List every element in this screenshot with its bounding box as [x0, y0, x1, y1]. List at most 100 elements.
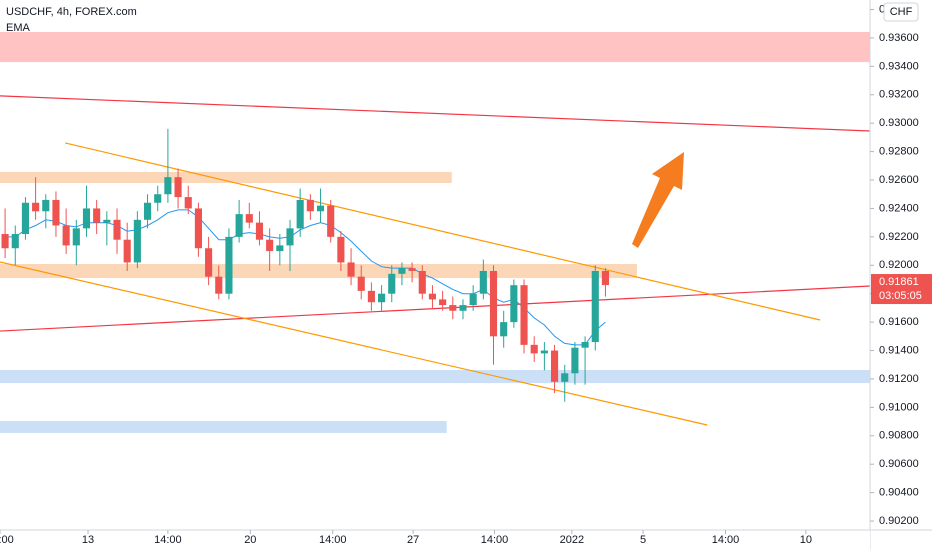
- candle-body: [143, 202, 152, 220]
- y-tick-label: 0.93600: [879, 32, 919, 44]
- y-tick-label: 0.93400: [879, 60, 919, 72]
- candle-body: [581, 342, 589, 348]
- y-tick-label: 0.92200: [879, 231, 919, 243]
- price-badge: [871, 274, 932, 305]
- candle-body: [469, 293, 477, 306]
- y-tick-label: 0.91600: [879, 316, 919, 328]
- y-tick-label: 0.90600: [879, 458, 919, 470]
- candle-body: [93, 208, 101, 223]
- candle-body: [62, 225, 70, 246]
- candle-body: [479, 270, 487, 294]
- zone: [0, 370, 870, 384]
- candle-body: [591, 270, 599, 343]
- countdown: 03:05:05: [879, 290, 922, 302]
- candle-body: [428, 293, 437, 300]
- indicator-label: EMA: [6, 22, 31, 34]
- candle-body: [540, 350, 548, 354]
- candle-body: [601, 270, 609, 286]
- y-tick-label: 0.91000: [879, 401, 919, 413]
- y-tick-label: 0.91400: [879, 344, 919, 356]
- x-tick-label: 14:00: [481, 534, 509, 546]
- candle-body: [530, 344, 538, 354]
- y-tick-label: 0.91200: [879, 373, 919, 385]
- candle-body: [357, 276, 365, 291]
- candle-body: [449, 305, 457, 311]
- y-tick-label: 0.92000: [879, 259, 919, 271]
- candle-body: [286, 228, 294, 246]
- candle-body: [154, 194, 162, 203]
- candle-body: [398, 268, 406, 274]
- last-price: 0.91861: [879, 276, 919, 288]
- candle-body: [489, 270, 498, 337]
- candle-body: [133, 219, 141, 263]
- candle-body: [327, 205, 335, 237]
- y-tick-label: 0.90800: [879, 430, 919, 442]
- candle-body: [510, 285, 518, 323]
- trend-line: [0, 285, 871, 332]
- candle-body: [72, 228, 80, 246]
- candle-body: [225, 236, 233, 294]
- zone: [0, 31, 870, 63]
- currency-label: CHF: [890, 6, 913, 18]
- candle-body: [378, 293, 386, 303]
- trend-line: [64, 142, 821, 321]
- candle-body: [418, 270, 426, 294]
- candle-body: [439, 299, 447, 306]
- x-tick-label: 2022: [560, 534, 584, 546]
- x-tick-label: 10: [800, 534, 812, 546]
- candle-body: [276, 245, 284, 252]
- trend-line: [0, 95, 871, 132]
- candle-body: [194, 208, 202, 249]
- x-tick-label: 14:00: [0, 534, 14, 546]
- candle-body: [32, 202, 40, 212]
- time-axis: [0, 530, 870, 550]
- chart-title: USDCHF, 4h, FOREX.com: [6, 6, 137, 18]
- candle-body: [296, 199, 304, 229]
- candle-body: [113, 219, 121, 240]
- candle-body: [1, 234, 9, 249]
- candle-body: [561, 373, 569, 382]
- candle-body: [245, 214, 253, 223]
- candle-body: [235, 214, 243, 237]
- x-tick-label: 14:00: [319, 534, 347, 546]
- candle-body: [42, 199, 50, 212]
- x-tick-label: 20: [244, 534, 256, 546]
- candle-body: [367, 290, 375, 303]
- y-tick-label: 0.93000: [879, 117, 919, 129]
- candle-body: [205, 248, 213, 277]
- candle-body: [571, 347, 579, 374]
- y-tick-label: 0.90200: [879, 515, 919, 527]
- currency-box: [883, 2, 919, 22]
- y-tick-label: 0.92400: [879, 202, 919, 214]
- candle-body: [174, 177, 182, 198]
- candle-body: [255, 222, 264, 240]
- candle-body: [500, 322, 508, 337]
- candle-body: [103, 219, 111, 223]
- candle-body: [551, 350, 559, 382]
- x-tick-label: 27: [407, 534, 419, 546]
- x-tick-label: 13: [82, 534, 94, 546]
- candle-body: [52, 199, 60, 226]
- candle-body: [82, 208, 91, 229]
- y-tick-label: 0.92800: [879, 146, 919, 158]
- x-tick-label: 14:00: [154, 534, 182, 546]
- ema-line: [5, 209, 606, 346]
- y-tick-label: 0.92600: [879, 174, 919, 186]
- candle-body: [21, 202, 29, 235]
- zone: [0, 264, 637, 279]
- x-tick-label: 5: [640, 534, 646, 546]
- candle-body: [388, 273, 396, 294]
- candle-body: [123, 239, 131, 263]
- candle-body: [337, 236, 345, 263]
- x-tick-label: 14:00: [712, 534, 740, 546]
- candle-body: [184, 197, 192, 209]
- candle-body: [408, 268, 416, 271]
- zone: [0, 171, 452, 184]
- arrow: [632, 152, 684, 248]
- candle-body: [266, 239, 274, 252]
- candle-body: [164, 177, 172, 195]
- zone: [0, 421, 447, 433]
- y-tick-label: 0.93200: [879, 89, 919, 101]
